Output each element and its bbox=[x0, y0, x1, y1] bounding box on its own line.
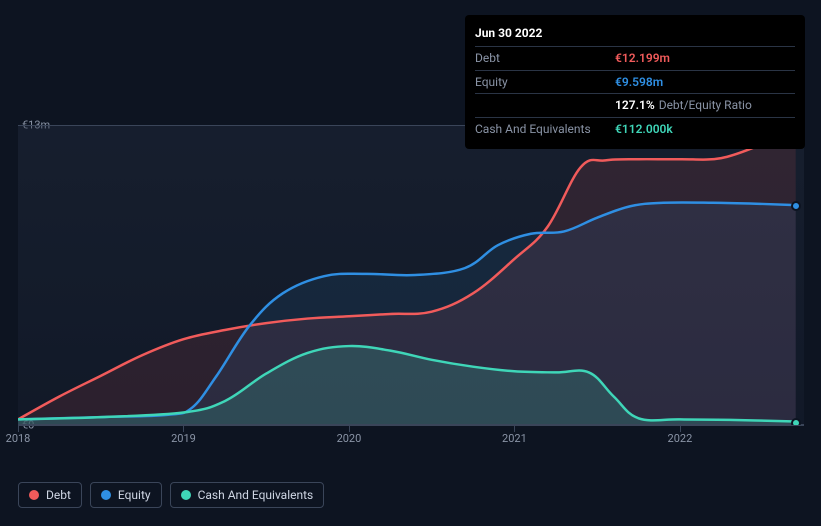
tooltip-row: 127.1%Debt/Equity Ratio bbox=[475, 94, 795, 118]
legend-item-debt[interactable]: Debt bbox=[18, 482, 82, 508]
tooltip-date: Jun 30 2022 bbox=[475, 23, 795, 47]
tooltip-row-suffix: Debt/Equity Ratio bbox=[659, 98, 752, 112]
legend-item-cash-and-equivalents[interactable]: Cash And Equivalents bbox=[170, 482, 325, 508]
tooltip-row-label: Cash And Equivalents bbox=[475, 121, 615, 138]
legend-swatch-icon bbox=[101, 490, 111, 500]
legend-label: Equity bbox=[118, 488, 151, 502]
plot-area[interactable] bbox=[18, 125, 804, 425]
tooltip-row-value: 127.1%Debt/Equity Ratio bbox=[615, 97, 752, 114]
tooltip-row: Equity€9.598m bbox=[475, 71, 795, 95]
x-tick-label: 2019 bbox=[171, 432, 196, 445]
tooltip-row-value: €12.199m bbox=[615, 50, 670, 67]
tooltip-row-value: €112.000k bbox=[615, 121, 673, 138]
x-tick-label: 2020 bbox=[337, 432, 362, 445]
legend-swatch-icon bbox=[29, 490, 39, 500]
legend-label: Cash And Equivalents bbox=[198, 488, 314, 502]
x-tick-label: 2022 bbox=[668, 432, 693, 445]
tooltip-row-label bbox=[475, 97, 615, 114]
tooltip-row: Cash And Equivalents€112.000k bbox=[475, 118, 795, 141]
chart-legend: Debt Equity Cash And Equivalents bbox=[18, 482, 324, 508]
x-axis: 20182019202020212022 bbox=[18, 425, 804, 449]
tooltip-row-label: Debt bbox=[475, 50, 615, 67]
x-tick-label: 2021 bbox=[502, 432, 527, 445]
legend-item-equity[interactable]: Equity bbox=[90, 482, 162, 508]
legend-swatch-icon bbox=[181, 490, 191, 500]
tooltip-row-label: Equity bbox=[475, 74, 615, 91]
tooltip-row: Debt€12.199m bbox=[475, 47, 795, 71]
end-marker-equity bbox=[791, 201, 801, 211]
debt-equity-chart: €13m €0 20182019202020212022 bbox=[18, 125, 804, 449]
chart-tooltip: Jun 30 2022 Debt€12.199mEquity€9.598m127… bbox=[465, 15, 805, 149]
x-tick-label: 2018 bbox=[6, 432, 31, 445]
legend-label: Debt bbox=[46, 488, 71, 502]
tooltip-row-value: €9.598m bbox=[615, 74, 663, 91]
